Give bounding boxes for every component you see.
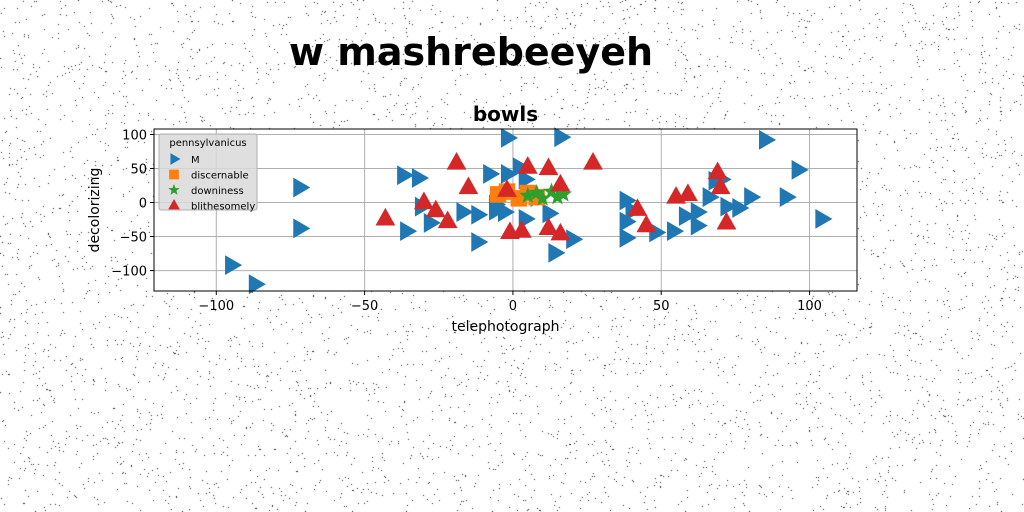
data-point bbox=[554, 127, 572, 148]
data-point bbox=[678, 206, 696, 227]
data-point bbox=[528, 183, 546, 201]
data-point bbox=[667, 221, 685, 242]
x-tick-label: −100 bbox=[198, 299, 234, 314]
data-points bbox=[225, 127, 833, 295]
legend-entry: discernable bbox=[191, 171, 249, 182]
legend-entry: downiness bbox=[191, 186, 244, 197]
data-point bbox=[619, 211, 637, 232]
data-point bbox=[400, 221, 418, 242]
data-point bbox=[437, 210, 458, 229]
data-point bbox=[619, 190, 637, 211]
data-point bbox=[458, 176, 479, 195]
data-point bbox=[779, 187, 797, 207]
legend-marker bbox=[170, 153, 181, 165]
data-point bbox=[534, 189, 552, 206]
data-point bbox=[225, 255, 243, 276]
data-point bbox=[411, 168, 429, 188]
data-point bbox=[678, 183, 698, 201]
legend-entry: M bbox=[191, 155, 200, 166]
data-point bbox=[538, 157, 559, 176]
data-point bbox=[542, 203, 560, 224]
data-point bbox=[619, 228, 637, 248]
y-tick-label: 50 bbox=[130, 162, 147, 177]
data-point bbox=[446, 152, 467, 170]
data-point bbox=[423, 213, 441, 233]
data-point bbox=[471, 232, 489, 252]
data-point bbox=[512, 157, 530, 178]
y-tick-label: 100 bbox=[122, 128, 147, 143]
data-point bbox=[414, 191, 434, 210]
data-point bbox=[707, 161, 728, 180]
data-point bbox=[720, 196, 738, 217]
legend-marker bbox=[169, 169, 179, 180]
data-point bbox=[471, 204, 489, 225]
data-point bbox=[710, 176, 731, 195]
data-point bbox=[456, 202, 474, 222]
legend-marker bbox=[168, 184, 180, 195]
data-point bbox=[627, 198, 648, 216]
x-tick-label: 100 bbox=[797, 299, 822, 314]
data-point bbox=[550, 173, 571, 192]
data-point bbox=[690, 215, 708, 236]
plot-frame bbox=[153, 128, 858, 292]
data-point bbox=[758, 129, 777, 150]
y-tick-label: −100 bbox=[111, 265, 147, 280]
legend-entry: blithesomely bbox=[191, 202, 255, 213]
data-point bbox=[550, 222, 571, 241]
y-tick-label: 0 bbox=[139, 197, 147, 212]
figure-suptitle: w mashrebeeyeh bbox=[288, 30, 654, 74]
x-tick-label: −50 bbox=[351, 299, 378, 314]
data-point bbox=[744, 187, 762, 207]
data-point bbox=[583, 152, 603, 170]
series-3 bbox=[375, 152, 737, 241]
data-point bbox=[702, 187, 720, 207]
data-point bbox=[375, 207, 396, 226]
data-point bbox=[548, 188, 566, 205]
data-point bbox=[293, 218, 311, 239]
x-axis-label: telephotograph bbox=[452, 319, 560, 335]
data-point bbox=[511, 220, 532, 238]
axis-ticks: −100 −50 0 50 100 −100 −50 0 50 100 bbox=[111, 128, 822, 314]
data-point bbox=[732, 198, 750, 218]
data-point bbox=[517, 156, 538, 174]
data-point bbox=[397, 165, 415, 186]
data-point bbox=[497, 202, 516, 222]
data-point bbox=[815, 208, 833, 229]
data-point bbox=[500, 127, 518, 148]
x-tick-label: 50 bbox=[653, 299, 670, 314]
x-tick-label: 0 bbox=[509, 299, 517, 314]
data-point bbox=[690, 202, 708, 222]
data-point bbox=[293, 177, 311, 198]
data-point bbox=[554, 185, 572, 202]
data-point bbox=[716, 211, 737, 230]
legend-box bbox=[158, 133, 258, 211]
y-axis-label: decolorizing bbox=[87, 168, 103, 253]
data-point bbox=[566, 229, 584, 250]
data-point bbox=[538, 217, 559, 235]
data-point bbox=[425, 199, 446, 218]
data-point bbox=[497, 179, 517, 197]
data-point bbox=[248, 274, 266, 295]
data-point bbox=[791, 159, 809, 180]
data-point bbox=[500, 164, 518, 184]
data-point bbox=[483, 164, 501, 184]
y-tick-label: −50 bbox=[120, 231, 147, 246]
data-point bbox=[518, 169, 536, 190]
data-point bbox=[636, 214, 657, 233]
data-point bbox=[548, 242, 566, 263]
data-point bbox=[519, 186, 537, 203]
legend-title: pennsylvanicus bbox=[169, 138, 246, 149]
plot-title: bowls bbox=[473, 102, 538, 126]
legend-marker bbox=[168, 199, 180, 210]
